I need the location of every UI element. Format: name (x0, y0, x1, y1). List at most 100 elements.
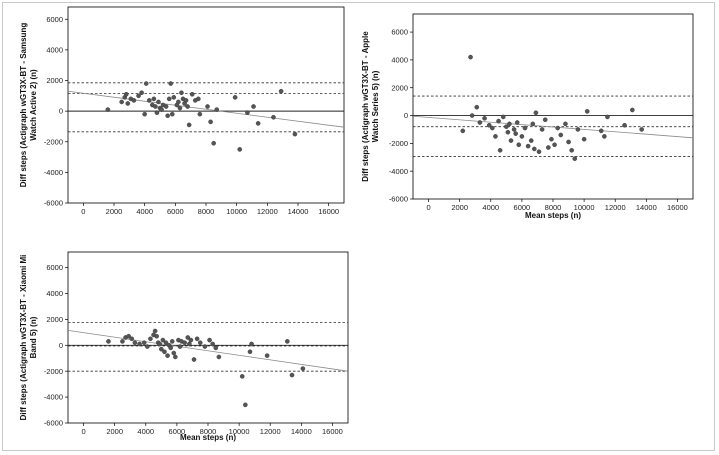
data-point (639, 127, 644, 132)
data-point (142, 111, 147, 117)
data-point (264, 353, 270, 358)
data-point (525, 143, 531, 149)
data-point (292, 131, 298, 137)
data-point (157, 341, 163, 347)
data-point (210, 341, 215, 347)
x-tick-label: 4000 (137, 427, 154, 436)
data-point (496, 118, 501, 124)
data-point (105, 107, 111, 112)
data-point (493, 134, 498, 139)
data-point (123, 91, 129, 97)
plot-panel-2: -6000 -4000 -2000 0 2000 4000 6000 0 2000 4000 600… (361, 13, 694, 220)
plot-area (67, 251, 349, 424)
y-tick-label: 6000 (46, 263, 63, 272)
data-point (584, 109, 590, 114)
y-axis-label: Band 5) (n) (29, 316, 38, 358)
data-point (546, 145, 551, 150)
data-point (208, 119, 213, 125)
data-point (202, 344, 208, 349)
data-point (179, 90, 184, 96)
x-tick-label: 14000 (288, 207, 309, 216)
data-point (141, 340, 147, 345)
data-point (602, 134, 607, 139)
x-tick-label: 10000 (574, 203, 595, 212)
data-point (194, 336, 200, 342)
data-point (245, 110, 250, 115)
data-point (528, 138, 534, 143)
data-point (504, 124, 509, 129)
data-point (132, 340, 138, 345)
data-point (187, 341, 192, 347)
data-point (169, 111, 175, 117)
y-tick-label: -6000 (389, 195, 408, 204)
plot-area (67, 6, 345, 204)
data-point (177, 105, 183, 111)
data-point (563, 121, 568, 127)
y-tick-label: -6000 (44, 199, 63, 208)
data-point (622, 122, 627, 128)
data-point (516, 142, 522, 148)
y-tick-label: 4000 (46, 289, 63, 298)
x-tick-label: 12000 (605, 203, 626, 212)
data-point (514, 120, 520, 125)
data-point (211, 140, 216, 146)
data-point (197, 340, 203, 345)
data-point (519, 134, 525, 139)
x-tick-label: 12000 (257, 207, 278, 216)
data-point (513, 131, 518, 136)
y-tick-label: 6000 (46, 15, 63, 24)
y-axis-label: Diff steps (Actigraph wGT3X-BT - Samsung (19, 23, 28, 188)
data-point (182, 340, 187, 345)
data-point (216, 354, 222, 360)
y-tick-label: -2000 (44, 137, 63, 146)
y-axis-label: Watch Series 5) (n) (371, 70, 380, 142)
data-point (126, 333, 131, 339)
y-tick-label: 0 (59, 341, 63, 350)
data-point (474, 104, 480, 110)
x-tick-label: 4000 (482, 203, 499, 212)
data-point (539, 127, 545, 132)
x-tick-label: 8000 (198, 207, 215, 216)
data-point (163, 104, 169, 109)
data-point (213, 345, 219, 351)
data-point (630, 107, 635, 113)
data-point (569, 148, 574, 153)
data-point (136, 93, 141, 99)
data-point (285, 339, 290, 344)
data-point (197, 111, 203, 117)
x-tick-label: 8000 (200, 427, 217, 436)
data-point (131, 98, 137, 103)
y-tick-label: 0 (404, 111, 408, 120)
x-axis-label: Mean steps (n) (525, 211, 581, 220)
data-point (185, 104, 190, 109)
data-point (533, 110, 539, 116)
x-tick-label: 6000 (167, 207, 184, 216)
regression-line (67, 90, 345, 128)
y-axis-label: Watch Active 2) (n) (29, 69, 38, 141)
data-point (106, 339, 111, 344)
data-point (243, 402, 248, 408)
data-point (145, 344, 150, 349)
y-tick-label: 2000 (46, 76, 63, 85)
data-point (168, 345, 173, 351)
data-point (186, 122, 192, 128)
data-point (532, 146, 537, 152)
data-point (237, 147, 243, 152)
data-point (566, 139, 571, 145)
data-point (176, 99, 181, 105)
data-point (507, 121, 512, 127)
data-point (153, 104, 158, 109)
data-point (214, 107, 220, 112)
data-point (251, 104, 256, 109)
data-point (166, 96, 172, 102)
data-point (129, 336, 135, 342)
x-tick-label: 2000 (451, 203, 468, 212)
data-point (271, 114, 276, 120)
data-point (151, 96, 157, 102)
data-point (460, 128, 466, 134)
data-point (143, 81, 149, 86)
data-point (205, 104, 210, 109)
plot-panel-1: -6000 -4000 -2000 0 2000 4000 6000 0 2000 4000 600… (19, 6, 345, 216)
data-point (191, 357, 197, 362)
